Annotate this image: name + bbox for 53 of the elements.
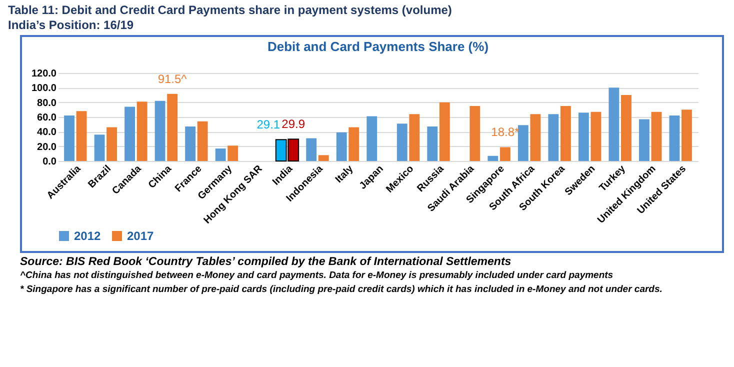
text: ^China has not distinguished between e-Money and card payments. Data for e-Money is presumably included under card payments xyxy=(20,269,614,283)
legend-label: 2017 xyxy=(127,229,154,243)
bar xyxy=(488,156,498,161)
bar xyxy=(439,102,450,161)
bar xyxy=(682,110,692,161)
bar xyxy=(306,138,317,161)
bar xyxy=(638,119,650,161)
data-label: 29.1 xyxy=(256,118,280,132)
bar xyxy=(578,112,589,161)
bar xyxy=(64,116,74,161)
bar xyxy=(518,125,528,161)
bar xyxy=(409,114,420,161)
chart-title: Debit and Card Payments Share (%) xyxy=(267,39,489,54)
bar xyxy=(396,124,408,161)
bar xyxy=(136,102,148,161)
y-tick-label: 40.0 xyxy=(37,127,57,138)
bar xyxy=(336,132,347,161)
chart-subtitle: Table 11: Debit and Credit Card Payments share in payment systems (volume) India’s Position: 16/19 xyxy=(7,2,453,33)
y-tick-label: 0.0 xyxy=(42,156,57,168)
bar xyxy=(651,112,662,161)
y-tick-label: 120.0 xyxy=(31,68,57,80)
bar xyxy=(197,121,208,161)
bar xyxy=(548,114,559,161)
bar xyxy=(106,127,118,161)
y-tick-label: 100.0 xyxy=(31,83,57,94)
bar xyxy=(608,88,620,161)
bar xyxy=(154,100,166,161)
legend-label: 2012 xyxy=(74,229,102,243)
bar xyxy=(318,155,329,161)
y-tick-label: 20.0 xyxy=(37,142,57,153)
bar xyxy=(590,112,602,161)
bar xyxy=(167,94,178,161)
y-tick-label: 60.0 xyxy=(37,112,57,124)
data-label: 29.9 xyxy=(282,117,306,132)
bar xyxy=(228,146,238,161)
bar xyxy=(76,111,87,161)
bar xyxy=(560,106,571,161)
bar xyxy=(470,106,480,161)
bar xyxy=(366,116,378,161)
bar xyxy=(215,148,226,161)
bar xyxy=(348,127,360,161)
data-label: 91.5^ xyxy=(158,72,188,86)
bar xyxy=(530,114,541,161)
bar xyxy=(669,116,680,161)
y-tick-label: 80.0 xyxy=(37,98,57,109)
bar xyxy=(124,106,135,161)
bar xyxy=(500,147,510,161)
bar xyxy=(621,95,632,161)
bar xyxy=(185,126,196,161)
text: * Singapore has a significant number of pre-paid cards (including pre-paid credit cards) which it has included in e-Money and not under cards. xyxy=(20,283,664,297)
source-note: Source: BIS Red Book ‘Country Tables’ compiled by the Bank of International Settlements xyxy=(20,255,512,269)
bar xyxy=(427,126,438,161)
bar xyxy=(94,134,105,161)
